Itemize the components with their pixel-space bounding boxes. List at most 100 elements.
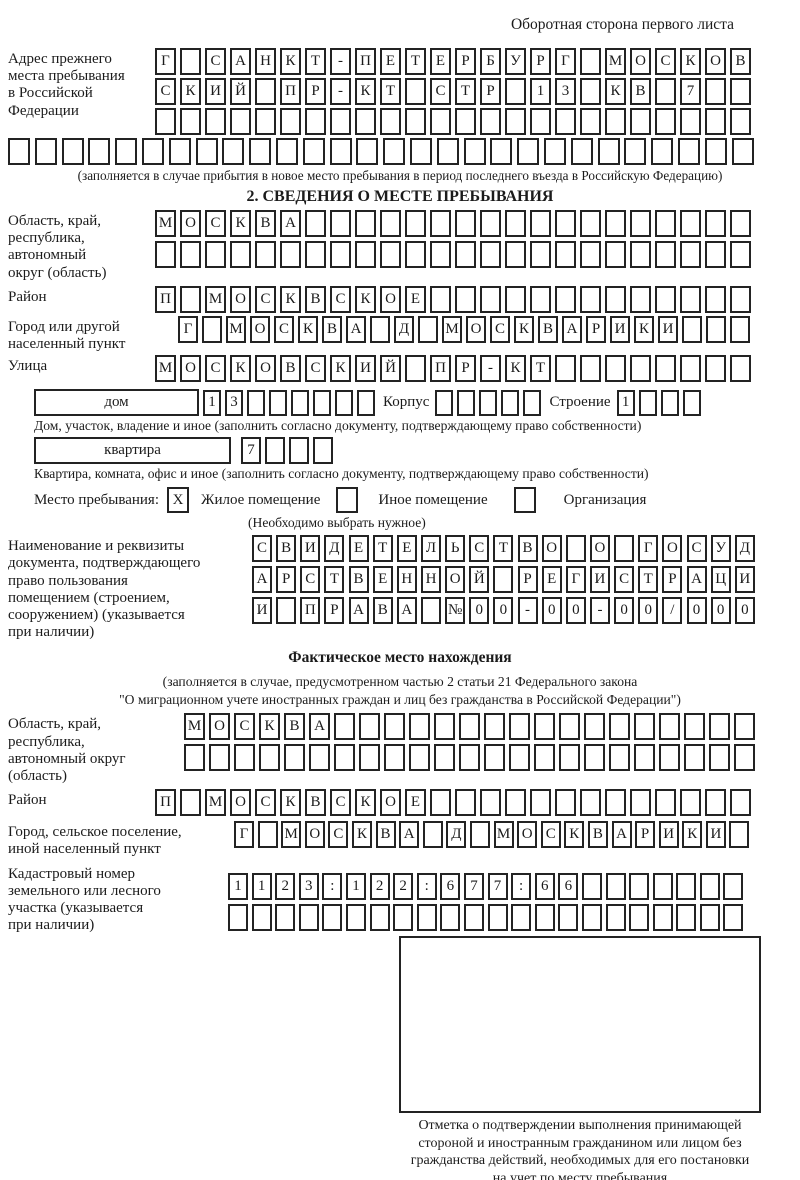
char-cell: В bbox=[517, 535, 538, 563]
char-cell bbox=[614, 535, 635, 563]
char-cell: А bbox=[611, 821, 632, 849]
char-cell bbox=[555, 285, 576, 313]
char-cell: П bbox=[155, 789, 176, 817]
char-cell bbox=[418, 315, 438, 343]
char-cell bbox=[455, 789, 476, 817]
char-cell: 6 bbox=[558, 872, 579, 900]
char-cell bbox=[355, 241, 376, 268]
char-cell bbox=[409, 744, 430, 772]
char-cell bbox=[230, 241, 251, 268]
char-cell bbox=[730, 241, 751, 268]
stay-type-hint: (Необходимо выбрать нужное) bbox=[248, 515, 426, 531]
stay-option-residential-label: Жилое помещение bbox=[201, 491, 321, 508]
document-label: Наименование и реквизиты документа, подт… bbox=[8, 538, 201, 641]
char-cell bbox=[530, 241, 551, 268]
char-cell bbox=[581, 872, 602, 900]
char-cell bbox=[430, 108, 451, 135]
char-cell bbox=[534, 903, 555, 931]
char-cell: К bbox=[280, 48, 301, 75]
char-cell: К bbox=[505, 355, 526, 383]
char-cell bbox=[247, 389, 265, 416]
char-cell bbox=[430, 241, 451, 268]
char-cell bbox=[480, 789, 501, 817]
char-cell bbox=[555, 355, 576, 383]
char-cell: С bbox=[205, 210, 226, 237]
char-cell bbox=[202, 315, 222, 343]
char-cell bbox=[505, 210, 526, 237]
char-cell bbox=[530, 108, 551, 135]
char-cell: О bbox=[466, 315, 486, 343]
char-cell bbox=[305, 241, 326, 268]
char-cell bbox=[530, 789, 551, 817]
char-cell: А bbox=[346, 315, 366, 343]
char-cell: : bbox=[511, 872, 532, 900]
char-cell: П bbox=[155, 285, 176, 313]
char-cell bbox=[329, 138, 352, 165]
char-cell bbox=[357, 389, 375, 416]
char-cell: : bbox=[416, 872, 437, 900]
char-cell: М bbox=[442, 315, 462, 343]
char-cell: 1 bbox=[228, 872, 248, 900]
char-cell: И bbox=[658, 315, 678, 343]
char-cell bbox=[676, 872, 697, 900]
char-cell: Д bbox=[446, 821, 467, 849]
stay-checkbox-organization bbox=[513, 487, 536, 514]
char-cell: А bbox=[686, 566, 707, 594]
char-cell bbox=[699, 903, 720, 931]
char-cell bbox=[609, 713, 630, 741]
char-cell: Й bbox=[380, 355, 401, 383]
char-cell bbox=[638, 389, 657, 416]
cadastral-block: Кадастровый номер земельного или лесного… bbox=[8, 863, 792, 935]
char-cell: В bbox=[372, 597, 393, 625]
char-cell: Т bbox=[324, 566, 345, 594]
char-cell bbox=[291, 389, 309, 416]
stay-type-block: Место пребывания: X Жилое помещение Иное… bbox=[34, 487, 792, 514]
char-cell: К bbox=[298, 315, 318, 343]
char-cell: Р bbox=[480, 78, 501, 105]
char-cell bbox=[330, 210, 351, 237]
korpus-label: Корпус bbox=[383, 394, 430, 411]
char-cell bbox=[730, 108, 751, 135]
char-cell bbox=[655, 355, 676, 383]
actual-district-label: Район bbox=[8, 792, 47, 809]
char-cell bbox=[195, 138, 218, 165]
char-cell: О bbox=[541, 535, 562, 563]
char-cell bbox=[655, 108, 676, 135]
char-cell bbox=[405, 108, 426, 135]
char-cell: В bbox=[284, 713, 305, 741]
char-cell: К bbox=[351, 821, 372, 849]
char-cell bbox=[209, 744, 230, 772]
char-cell: О bbox=[180, 355, 201, 383]
section2-title: 2. СВЕДЕНИЯ О МЕСТЕ ПРЕБЫВАНИЯ bbox=[246, 188, 554, 205]
char-cell bbox=[480, 210, 501, 237]
char-cell bbox=[455, 241, 476, 268]
char-cell bbox=[434, 713, 455, 741]
char-cell bbox=[313, 437, 333, 465]
char-cell: К bbox=[564, 821, 585, 849]
char-cell: Е bbox=[348, 535, 369, 563]
char-cell bbox=[393, 903, 414, 931]
char-cell bbox=[511, 903, 532, 931]
char-cell bbox=[605, 108, 626, 135]
char-cell: Р bbox=[276, 566, 297, 594]
char-cell: 6 bbox=[534, 872, 555, 900]
char-cell: М bbox=[605, 48, 626, 75]
stroenie-row: 1 bbox=[616, 389, 701, 416]
char-cell bbox=[180, 108, 201, 135]
char-cell bbox=[705, 78, 726, 105]
char-cell bbox=[630, 355, 651, 383]
char-cell: Т bbox=[638, 566, 659, 594]
char-cell bbox=[205, 241, 226, 268]
char-cell bbox=[255, 241, 276, 268]
char-cell bbox=[584, 744, 605, 772]
char-cell: К bbox=[355, 285, 376, 313]
char-cell bbox=[275, 903, 296, 931]
char-cell bbox=[555, 210, 576, 237]
